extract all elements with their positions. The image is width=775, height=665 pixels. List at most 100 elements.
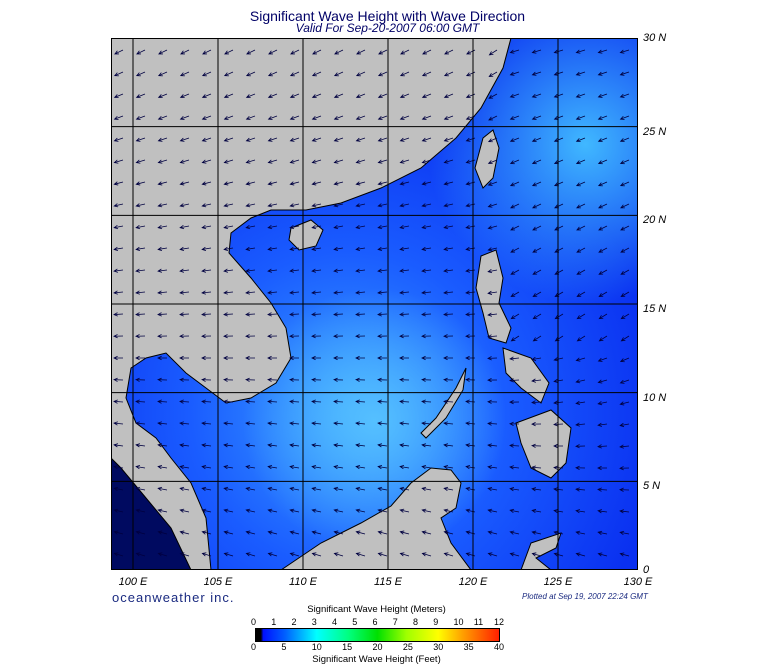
wave-direction-arrow [201,268,212,273]
wave-direction-arrow [510,291,520,297]
wave-direction-arrow [289,159,300,164]
wave-direction-arrow [223,530,234,535]
wave-direction-arrow [531,356,542,361]
wave-direction-arrow [399,465,410,470]
wave-direction-arrow [576,247,586,253]
wave-direction-arrow [333,399,344,404]
wave-direction-arrow [201,443,212,448]
colorbar-meter-tick: 5 [352,617,358,627]
wave-direction-arrow [421,159,432,164]
wave-direction-arrow [245,71,256,77]
wave-direction-arrow [399,115,410,120]
wave-direction-arrow [333,355,344,361]
wave-direction-arrow [113,486,124,491]
wave-direction-arrow [443,443,454,448]
wave-direction-arrow [113,225,124,230]
wave-direction-arrow [355,334,366,339]
wave-direction-arrow [509,115,520,120]
wave-direction-arrow [333,71,344,77]
wave-direction-arrow [157,355,168,361]
wave-direction-arrow [575,115,586,120]
wave-direction-arrow [553,357,564,362]
wave-direction-arrow [334,49,344,55]
wave-direction-arrow [509,378,520,383]
colorbar-foot-tick: 0 [251,642,257,652]
wave-direction-arrow [465,71,476,77]
wave-direction-arrow [311,268,322,273]
wave-direction-arrow [312,49,322,55]
wave-direction-arrow [399,355,410,361]
wave-direction-arrow [399,508,410,513]
wave-direction-arrow [597,181,608,187]
wave-direction-arrow [443,530,454,535]
wave-direction-arrow [531,181,542,187]
wave-direction-arrow [333,290,344,295]
wave-direction-arrow [157,377,168,382]
wave-direction-arrow [333,203,344,208]
wave-direction-arrow [443,552,454,557]
wave-direction-arrow [378,49,388,55]
wave-direction-arrow [245,486,256,491]
wave-direction-arrow [465,159,476,164]
wave-direction-arrow [443,334,454,339]
wave-direction-arrow [223,71,234,77]
lat-label: 10 N [643,392,667,404]
wave-direction-arrow [267,334,278,339]
wave-direction-arrow [576,313,586,320]
lat-label: 5 N [643,480,661,492]
wave-direction-arrow [201,508,212,513]
wave-direction-arrow [399,137,410,142]
wave-direction-arrow [487,203,498,208]
wave-direction-arrow [223,399,234,404]
wave-direction-arrow [421,93,432,99]
wave-direction-arrow [576,269,586,275]
wave-direction-arrow [289,399,300,404]
wave-direction-arrow [421,443,432,448]
colorbar-meter-tick: 7 [392,617,398,627]
wave-direction-arrow [201,465,212,470]
wave-direction-arrow [355,225,366,230]
wave-direction-arrow [509,508,520,513]
wave-direction-arrow [355,312,366,317]
colorbar-foot-tick: 35 [463,642,474,652]
wave-direction-arrow [510,313,520,320]
wave-direction-arrow [620,203,630,209]
wave-direction-arrow [113,93,124,99]
wave-direction-arrow [553,400,564,405]
wave-direction-arrow [311,530,322,535]
wave-direction-arrow [267,486,278,491]
wave-direction-arrow [179,181,190,186]
wave-direction-arrow [598,225,608,231]
wave-direction-arrow [509,159,520,165]
wave-direction-arrow [245,290,256,295]
wave-direction-arrow [531,421,542,427]
wave-direction-arrow [399,334,410,339]
wave-direction-arrow [377,508,388,513]
wave-direction-arrow [157,159,168,164]
wave-direction-arrow [245,159,256,164]
wave-direction-arrow [553,49,564,54]
lon-label: 130 E [623,576,653,588]
wave-direction-arrow [245,530,256,535]
lat-label: 20 N [643,214,667,226]
wave-direction-arrow [135,115,146,120]
wave-direction-arrow [553,465,564,470]
wave-direction-arrow [619,137,630,143]
wave-direction-arrow [487,552,498,557]
wave-direction-arrow [201,115,212,120]
wave-direction-arrow [135,268,146,273]
wave-direction-arrow [443,355,454,361]
wave-direction-arrow [487,247,498,252]
wave-direction-arrow [113,508,124,513]
wave-direction-arrow [333,93,344,99]
wave-direction-arrow [509,465,520,470]
wave-direction-arrow [576,225,586,231]
wave-direction-arrow [465,421,476,426]
wave-direction-arrow [575,444,586,449]
wave-direction-arrow [355,290,366,295]
wave-direction-arrow [553,159,564,165]
wave-direction-arrow [421,334,432,339]
wave-direction-arrow [377,312,388,317]
wave-direction-arrow [465,312,476,317]
wave-direction-arrow [267,268,278,273]
